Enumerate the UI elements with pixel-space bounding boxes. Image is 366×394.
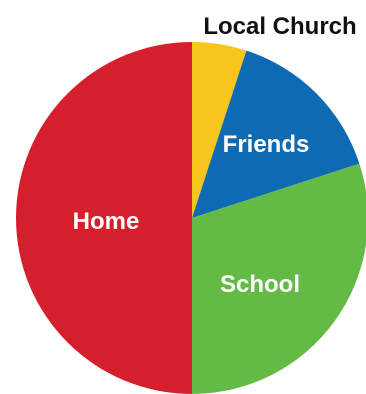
pie-slice-home — [16, 42, 192, 394]
pie-slice-friends — [192, 50, 360, 218]
slice-label-school: School — [220, 271, 300, 298]
pie-slice-local-church — [192, 42, 247, 218]
slice-label-friends: Friends — [223, 131, 310, 158]
slice-label-local-church: Local Church — [203, 13, 356, 40]
slice-label-home: Home — [73, 208, 140, 235]
pie-slice-school — [192, 163, 366, 394]
pie-labels: Local Church Friends School Home — [73, 13, 357, 298]
pie-slices — [16, 42, 366, 394]
